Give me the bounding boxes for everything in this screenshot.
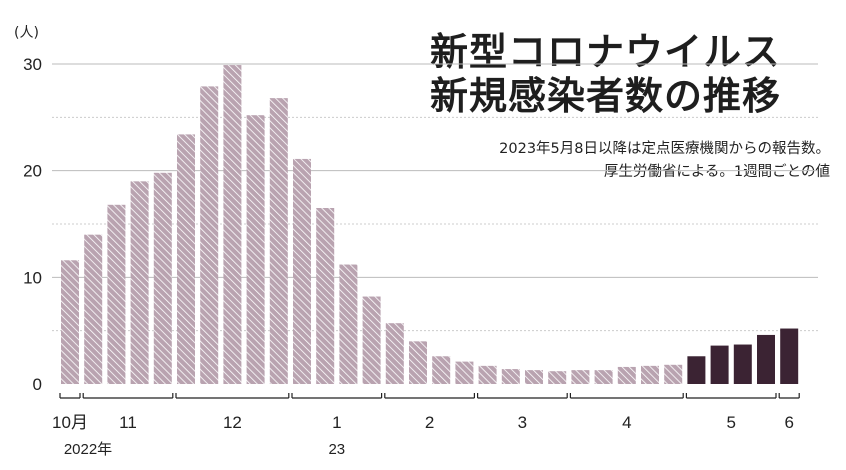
month-bracket xyxy=(175,393,290,399)
bar xyxy=(432,356,451,384)
y-tick-label: 10 xyxy=(23,268,42,287)
month-label: 6 xyxy=(784,413,793,432)
chart-title-line2: 新規感染者数の推移 xyxy=(430,74,782,118)
month-bracket xyxy=(59,393,81,399)
month-bracket xyxy=(477,393,568,399)
bar xyxy=(594,370,613,384)
bar xyxy=(269,98,288,384)
bar xyxy=(548,371,567,384)
bar xyxy=(385,323,404,384)
month-label: 3 xyxy=(518,413,527,432)
bar xyxy=(478,365,497,384)
bar xyxy=(362,296,381,384)
bar xyxy=(223,65,242,385)
month-bracket xyxy=(569,393,684,399)
bar xyxy=(664,364,683,384)
month-label: 10月 xyxy=(52,413,88,432)
bar xyxy=(641,365,659,384)
bar-layer xyxy=(61,65,799,385)
y-tick-label: 20 xyxy=(23,162,42,181)
y-unit-label: (人) xyxy=(14,25,39,41)
month-bracket xyxy=(291,393,383,399)
bar xyxy=(571,370,590,384)
month-label: 5 xyxy=(726,413,735,432)
month-label: 11 xyxy=(119,413,137,432)
bar xyxy=(525,370,543,384)
bar xyxy=(617,366,636,384)
month-bracket xyxy=(82,393,174,399)
chart-title-line1: 新型コロナウイルス xyxy=(430,30,782,74)
bar xyxy=(107,204,126,384)
bar xyxy=(409,341,427,384)
bar xyxy=(501,369,520,384)
bar xyxy=(200,86,219,385)
month-label: 12 xyxy=(223,413,242,432)
month-bracket xyxy=(685,393,777,399)
bar xyxy=(757,334,775,384)
bar xyxy=(153,172,172,384)
y-tick-label: 0 xyxy=(33,375,42,394)
bar xyxy=(733,344,752,384)
chart-note-line2: 厚生労働省による。1週間ごとの値 xyxy=(603,164,830,180)
bar xyxy=(84,234,103,384)
bar xyxy=(246,115,265,384)
month-label: 1 xyxy=(332,413,341,432)
chart-note-line1: 2023年5月8日以降は定点医療機関からの報告数。 xyxy=(499,141,830,157)
bar xyxy=(780,328,799,384)
year-label: 23 xyxy=(328,441,345,458)
bar xyxy=(710,345,729,384)
bar xyxy=(339,264,358,384)
y-tick-label: 30 xyxy=(23,55,42,74)
month-label: 2 xyxy=(425,413,434,432)
month-bracket xyxy=(778,393,800,399)
bar xyxy=(61,260,79,384)
bar xyxy=(177,134,195,384)
bar xyxy=(687,356,706,384)
month-bracket xyxy=(384,393,475,399)
month-label: 4 xyxy=(622,413,631,432)
bar xyxy=(130,181,149,384)
bar xyxy=(316,208,335,384)
bar xyxy=(293,158,311,384)
year-label: 2022年 xyxy=(64,441,112,458)
bar xyxy=(455,361,474,384)
